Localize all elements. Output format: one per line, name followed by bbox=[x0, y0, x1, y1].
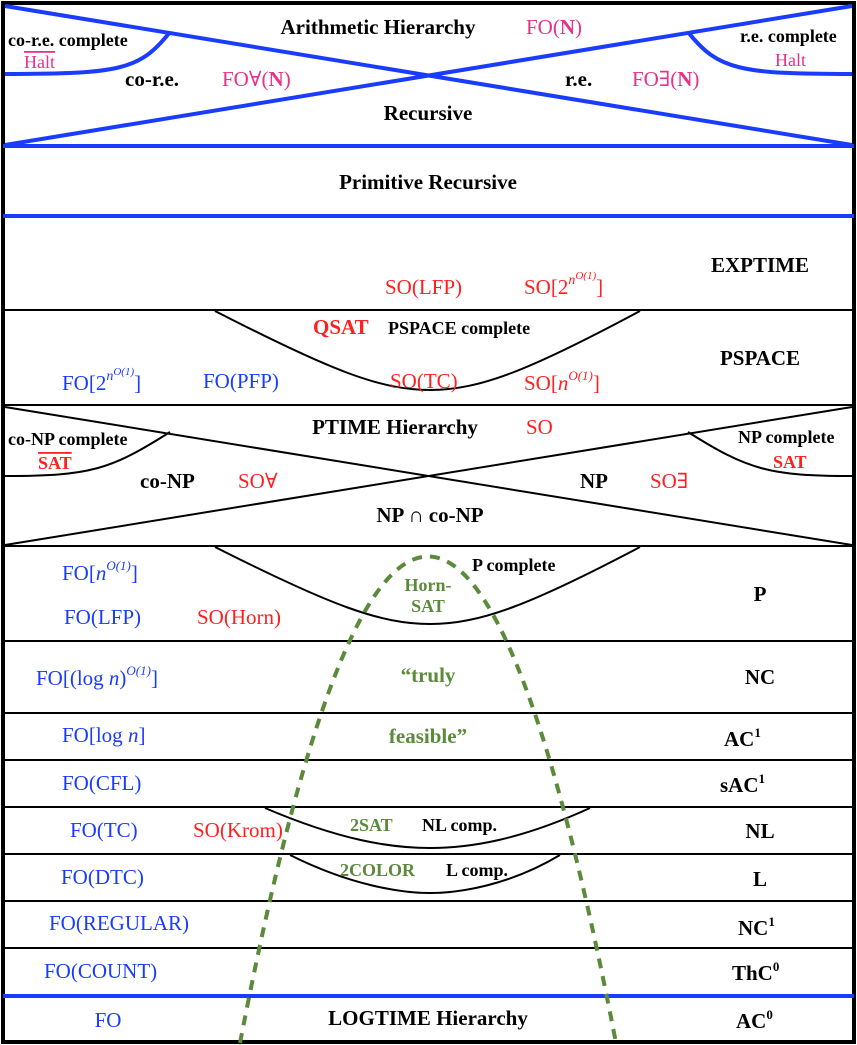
pspace-complete-curve bbox=[214, 310, 641, 392]
re-complete-label: r.e. complete bbox=[740, 26, 837, 46]
p-label: P bbox=[754, 582, 767, 606]
fo-lfp: FO(LFP) bbox=[64, 605, 141, 629]
co-halt-label: Halt bbox=[24, 52, 55, 72]
np-intersect-conp-label: NP ∩ co-NP bbox=[376, 503, 483, 527]
re-boundary bbox=[4, 4, 853, 147]
fo-poly: FO[nO(1)] bbox=[62, 558, 138, 585]
fo-cfl: FO(CFL) bbox=[62, 771, 141, 795]
pspace-label: PSPACE bbox=[720, 346, 800, 370]
np-complete-label: NP complete bbox=[738, 427, 834, 447]
co-sat-label: SAT bbox=[38, 453, 72, 473]
re-complete-curve bbox=[686, 30, 853, 76]
thc0-label: ThC0 bbox=[732, 959, 779, 985]
conp-complete-label: co-NP complete bbox=[8, 429, 127, 449]
exptime-label: EXPTIME bbox=[711, 253, 809, 277]
sat-label: SAT bbox=[773, 452, 807, 472]
primitive-recursive-label: Primitive Recursive bbox=[339, 170, 517, 194]
fo-label: FO bbox=[95, 1008, 122, 1032]
so-horn: SO(Horn) bbox=[197, 605, 281, 629]
l-label: L bbox=[753, 867, 767, 891]
so-label: SO bbox=[526, 415, 553, 439]
re-logic: FO∃(N) bbox=[632, 67, 699, 91]
fo-log: FO[log n] bbox=[62, 723, 145, 747]
2color-label: 2COLOR bbox=[340, 860, 416, 880]
nl-complete-label: NL comp. bbox=[422, 815, 497, 835]
arithmetic-hierarchy-label: Arithmetic Hierarchy bbox=[281, 15, 476, 39]
nc-label: NC bbox=[745, 665, 775, 689]
fo-count: FO(COUNT) bbox=[44, 959, 157, 983]
nl-complete-curve bbox=[264, 807, 591, 850]
conp-label: co-NP bbox=[140, 469, 195, 493]
halt-label: Halt bbox=[775, 50, 806, 70]
fo-dtc: FO(DTC) bbox=[61, 865, 144, 889]
logtime-hierarchy-label: LOGTIME Hierarchy bbox=[328, 1006, 528, 1030]
core-complete-label: co-r.e. complete bbox=[8, 30, 128, 50]
p-complete-curve bbox=[214, 546, 641, 626]
so-krom: SO(Krom) bbox=[193, 818, 283, 842]
core-logic: FO∀(N) bbox=[222, 67, 291, 91]
sac1-label: sAC1 bbox=[720, 771, 765, 797]
so-exp: SO[2nO(1)] bbox=[524, 270, 603, 299]
fo-exp: FO[2nO(1)] bbox=[62, 366, 141, 395]
so-poly: SO[nO(1)] bbox=[524, 368, 600, 395]
nc1-label: NC1 bbox=[738, 914, 775, 940]
truly-feasible-parabola bbox=[238, 554, 618, 1044]
qsat-label: QSAT bbox=[313, 315, 369, 339]
arithmetic-logic: FO(N) bbox=[526, 15, 582, 39]
core-complete-curve bbox=[4, 30, 172, 76]
p-complete-label: P complete bbox=[472, 555, 555, 575]
so-forall: SO∀ bbox=[238, 469, 278, 493]
pspace-complete-label: PSPACE complete bbox=[388, 318, 530, 338]
core-label: co-r.e. bbox=[125, 67, 179, 91]
fo-polylog: FO[(log n)O(1)] bbox=[36, 663, 158, 690]
fo-regular: FO(REGULAR) bbox=[49, 911, 189, 935]
horn-sat-label-2: SAT bbox=[411, 596, 445, 616]
ac1-label: AC1 bbox=[724, 725, 761, 751]
conp-complete-curve bbox=[4, 431, 171, 477]
np-label: NP bbox=[580, 469, 608, 493]
re-label: r.e. bbox=[565, 67, 592, 91]
feasible-label: feasible” bbox=[389, 724, 467, 748]
np-boundary bbox=[4, 406, 853, 546]
truly-label: “truly bbox=[401, 663, 456, 687]
fo-tc: FO(TC) bbox=[70, 818, 138, 842]
2sat-label: 2SAT bbox=[350, 815, 393, 835]
l-complete-label: L comp. bbox=[446, 860, 508, 880]
so-exists: SO∃ bbox=[650, 469, 688, 493]
ptime-hierarchy-label: PTIME Hierarchy bbox=[312, 415, 478, 439]
l-complete-curve bbox=[289, 854, 561, 895]
ac0-label: AC0 bbox=[736, 1007, 773, 1033]
nl-label: NL bbox=[745, 819, 774, 843]
np-complete-curve bbox=[687, 431, 853, 477]
fo-pfp: FO(PFP) bbox=[203, 369, 279, 393]
recursive-label: Recursive bbox=[384, 101, 473, 125]
horn-sat-label-1: Horn- bbox=[405, 575, 452, 595]
so-tc: SO(TC) bbox=[390, 369, 458, 393]
so-lfp: SO(LFP) bbox=[385, 275, 462, 299]
